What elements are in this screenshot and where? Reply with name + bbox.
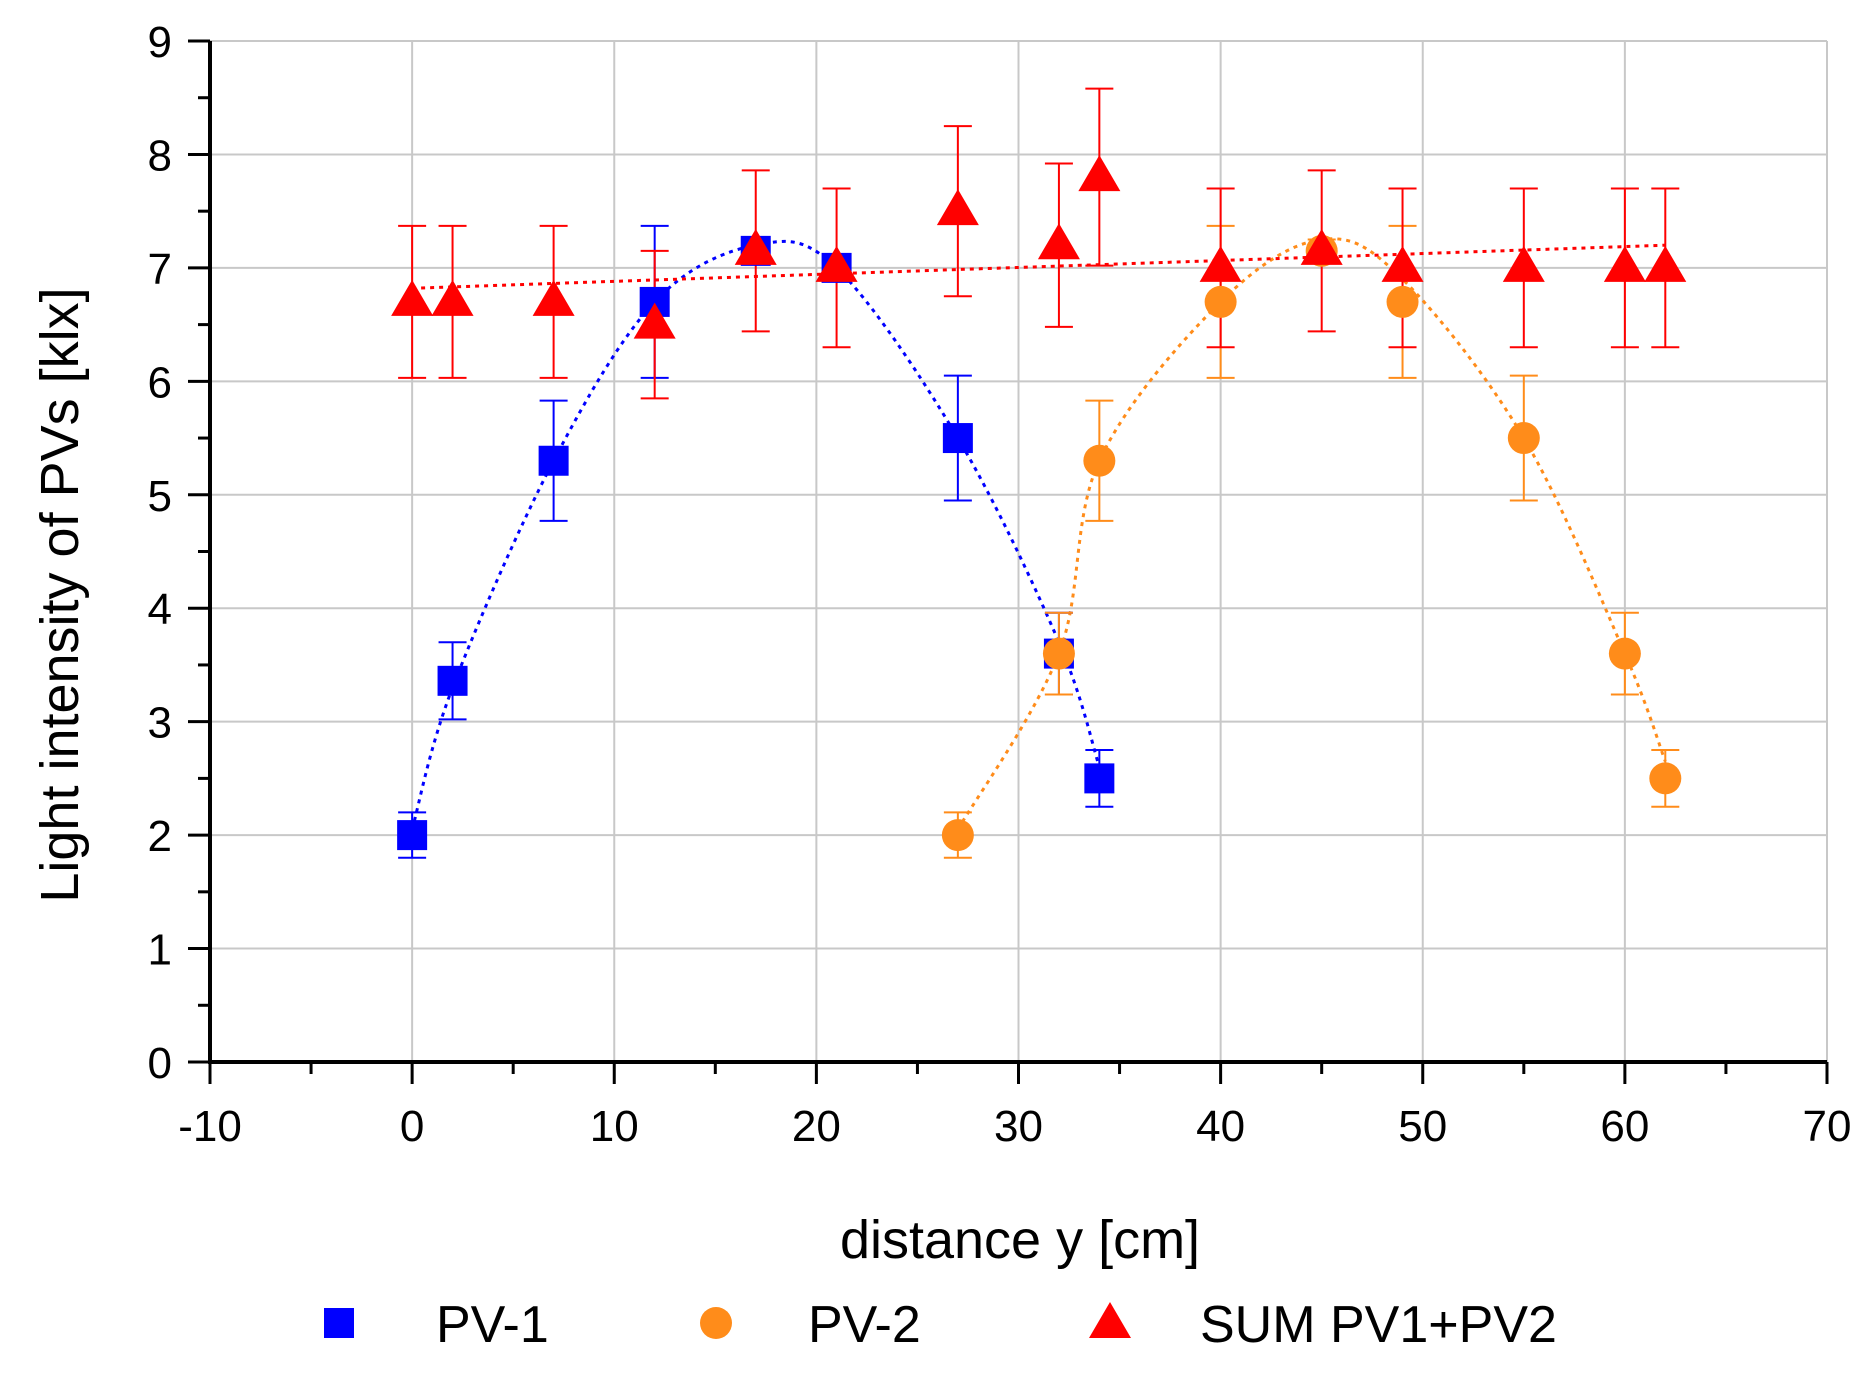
data-point-triangle [1644,245,1687,282]
y-axis-label: Light intensity of PVs [klx] [30,287,90,902]
legend-marker-sum [1089,1302,1131,1338]
data-point-square [1084,763,1115,794]
data-point-circle [1649,762,1682,795]
data-point-triangle [1199,245,1242,282]
y-tick-label: 1 [148,926,172,975]
y-tick-label: 2 [148,812,172,861]
y-tick-label: 5 [148,472,172,521]
data-point-triangle [1078,155,1121,192]
data-point-circle [1386,285,1419,318]
data-point-triangle [633,302,676,339]
x-tick-label: 40 [1196,1102,1245,1151]
data-point-square [437,665,468,696]
x-tick-label: 0 [400,1102,424,1151]
y-tick-label: 7 [148,245,172,294]
data-point-triangle [1037,223,1080,260]
data-point-circle [1083,444,1116,477]
axes [188,39,1829,1084]
y-tick-label: 9 [148,18,172,67]
legend-marker-pv1 [324,1308,354,1338]
error-bars [398,87,1680,859]
data-point-triangle [1603,245,1646,282]
legend-marker-pv2 [700,1307,732,1339]
legend-label-sum: SUM PV1+PV2 [1200,1296,1557,1354]
data-point-triangle [431,279,474,316]
trend-line [412,243,1666,290]
y-tick-label: 4 [148,585,172,634]
data-point-triangle [1300,228,1343,265]
data-point-circle [1608,637,1641,670]
data-markers [391,155,1687,852]
x-tick-label: 20 [792,1102,841,1151]
data-point-circle [1507,422,1540,455]
x-tick-label: 30 [994,1102,1043,1151]
y-tick-label: 3 [148,699,172,748]
data-point-square [397,820,428,851]
x-tick-label: -10 [178,1102,242,1151]
legend: PV-1 PV-2 SUM PV1+PV2 [324,1296,1557,1354]
legend-label-pv2: PV-2 [808,1296,921,1354]
data-point-square [538,445,569,476]
data-point-triangle [936,189,979,226]
legend-label-pv1: PV-1 [436,1296,549,1354]
x-tick-label: 60 [1600,1102,1649,1151]
data-point-triangle [532,279,575,316]
x-axis-label: distance y [cm] [840,1210,1200,1270]
data-point-triangle [1502,245,1545,282]
data-point-circle [941,819,974,852]
x-tick-label: 50 [1398,1102,1447,1151]
grid [210,40,1828,1062]
data-point-triangle [734,228,777,265]
data-point-triangle [1381,245,1424,282]
data-point-triangle [815,245,858,282]
y-tick-label: 6 [148,358,172,407]
data-point-circle [1042,637,1075,670]
trend-lines [410,237,1667,831]
y-tick-label: 8 [148,131,172,180]
x-tick-label: 70 [1803,1102,1852,1151]
data-point-circle [1204,285,1237,318]
data-point-square [942,423,973,454]
data-point-triangle [391,279,434,316]
y-tick-label: 0 [148,1039,172,1088]
x-tick-label: 10 [590,1102,639,1151]
